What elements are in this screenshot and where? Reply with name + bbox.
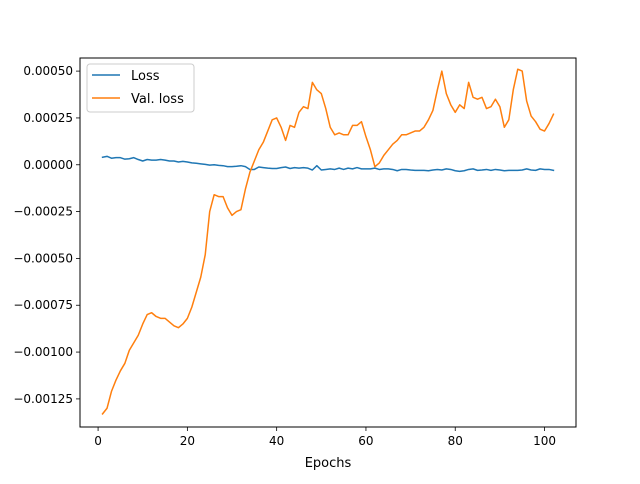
x-axis-label: Epochs — [305, 456, 352, 471]
legend-label-loss: Loss — [131, 69, 160, 84]
series-line-val-loss — [101, 68, 555, 415]
x-tick-label: 60 — [358, 434, 373, 448]
x-tick-label: 40 — [269, 434, 284, 448]
y-tick-label: −0.00025 — [13, 205, 73, 219]
y-axis-ticks: −0.00125 −0.00100 −0.00075 −0.00050 −0.00025… — [13, 64, 80, 406]
x-tick-label: 0 — [94, 434, 102, 448]
legend: Loss Val. loss — [86, 63, 195, 113]
x-axis-ticks: 0 20 40 60 80 100 — [94, 427, 556, 448]
series-line-loss — [101, 155, 555, 173]
y-tick-label: −0.00100 — [13, 345, 73, 359]
x-tick-label: 20 — [180, 434, 195, 448]
y-tick-label: 0.00050 — [23, 64, 73, 78]
series-layer — [101, 68, 555, 415]
legend-frame — [86, 63, 195, 113]
y-tick-label: −0.00125 — [13, 392, 73, 406]
y-tick-label: 0.00025 — [23, 111, 73, 125]
plot-frame — [79, 57, 577, 428]
y-tick-label: −0.00075 — [13, 298, 73, 312]
x-tick-label: 100 — [533, 434, 556, 448]
x-tick-label: 80 — [448, 434, 463, 448]
y-tick-label: −0.00050 — [13, 251, 73, 265]
y-tick-label: 0.00000 — [23, 158, 73, 172]
legend-label-val-loss: Val. loss — [131, 92, 184, 107]
